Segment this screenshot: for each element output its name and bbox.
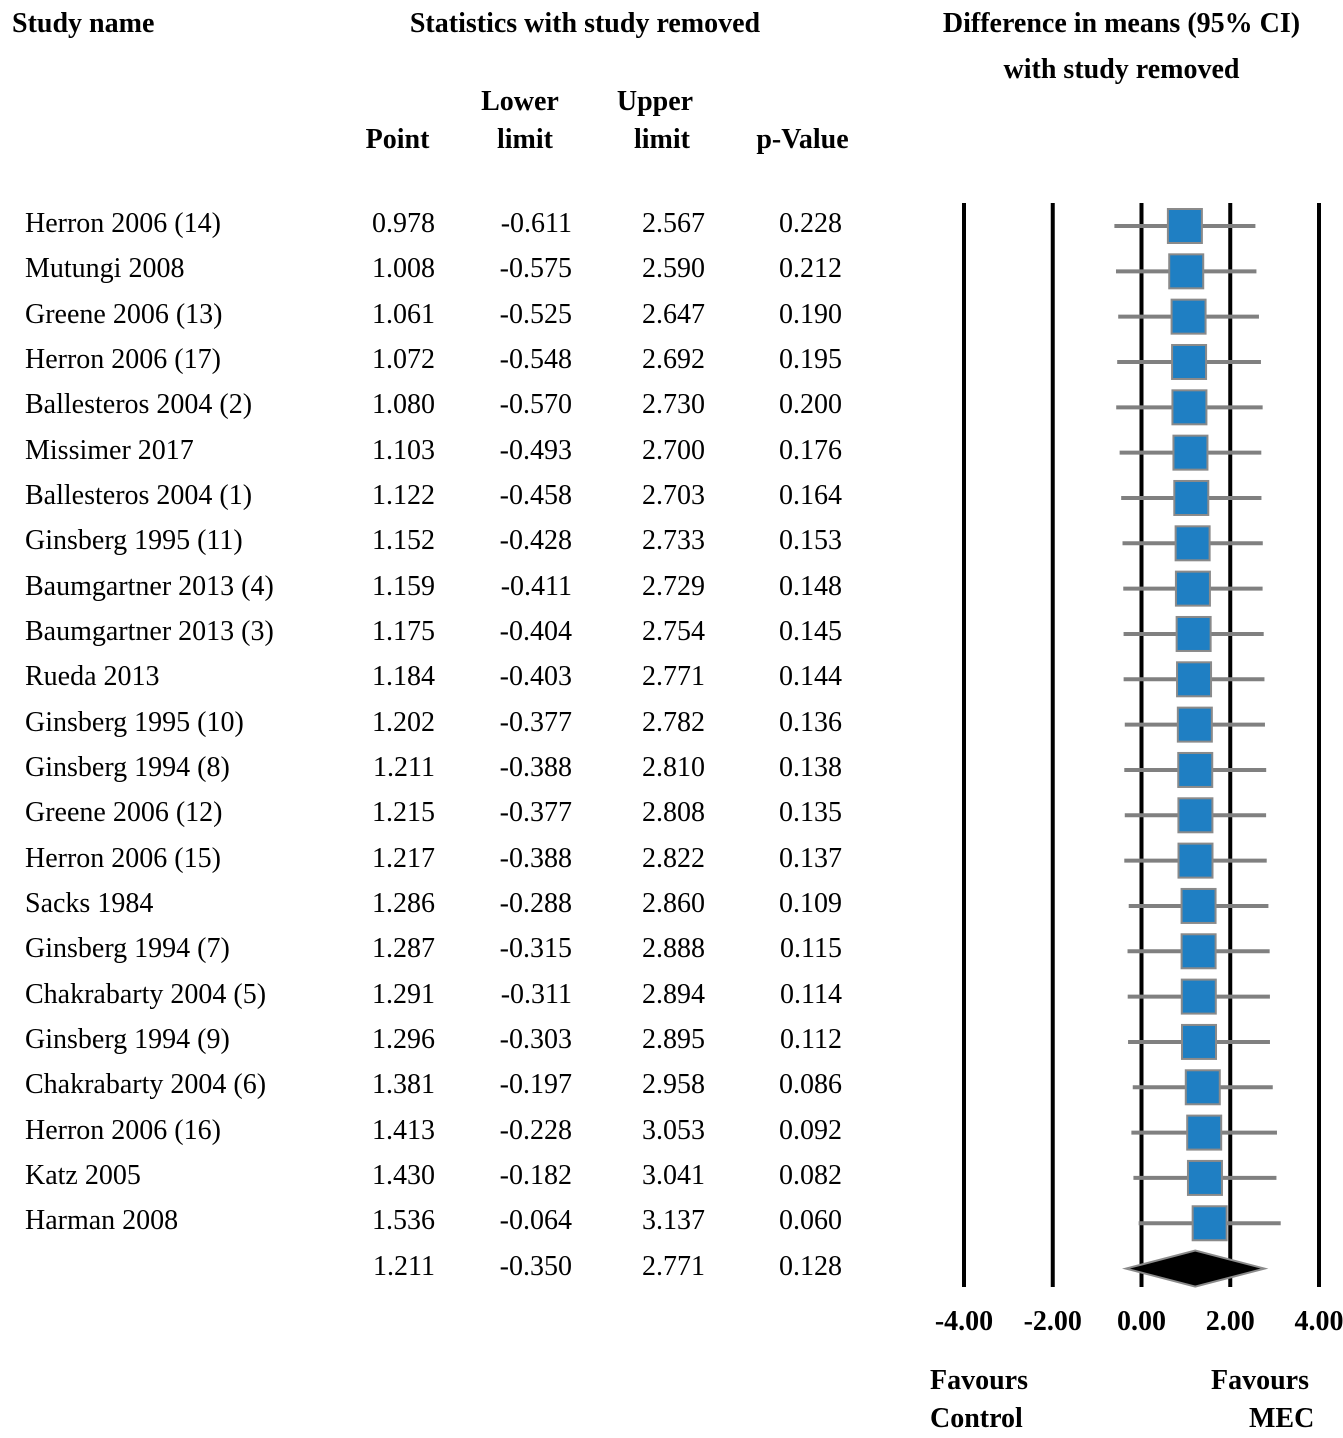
point-estimate-marker: [1174, 481, 1208, 515]
point-estimate-marker: [1172, 390, 1206, 424]
x-tick-label: 2.00: [1206, 1306, 1255, 1337]
point-estimate-marker: [1176, 572, 1210, 606]
point-estimate-marker: [1186, 1070, 1220, 1104]
point-estimate-marker: [1193, 1206, 1227, 1240]
point-estimate-marker: [1177, 617, 1211, 651]
point-estimate-marker: [1179, 844, 1213, 878]
point-estimate-marker: [1187, 1116, 1221, 1150]
favours-mec-line1: Favours: [1211, 1362, 1309, 1400]
favours-control-line2: Control: [930, 1400, 1023, 1438]
point-estimate-marker: [1176, 526, 1210, 560]
x-tick-label: -4.00: [935, 1306, 993, 1337]
point-estimate-marker: [1173, 436, 1207, 470]
point-estimate-marker: [1178, 708, 1212, 742]
point-estimate-marker: [1188, 1161, 1222, 1195]
point-estimate-marker: [1182, 1025, 1216, 1059]
point-estimate-marker: [1177, 662, 1211, 696]
point-estimate-marker: [1178, 798, 1212, 832]
point-estimate-marker: [1182, 889, 1216, 923]
point-estimate-marker: [1182, 980, 1216, 1014]
point-estimate-marker: [1182, 934, 1216, 968]
point-estimate-marker: [1169, 254, 1203, 288]
x-tick-label: -2.00: [1024, 1306, 1082, 1337]
point-estimate-marker: [1172, 345, 1206, 379]
point-estimate-marker: [1168, 209, 1202, 243]
point-estimate-marker: [1178, 753, 1212, 787]
point-estimate-marker: [1172, 300, 1206, 334]
favours-mec-line2: MEC: [1249, 1400, 1314, 1438]
x-tick-label: 4.00: [1295, 1306, 1343, 1337]
summary-diamond: [1126, 1251, 1264, 1287]
favours-control-line1: Favours: [930, 1362, 1028, 1400]
x-tick-label: 0.00: [1117, 1306, 1166, 1337]
